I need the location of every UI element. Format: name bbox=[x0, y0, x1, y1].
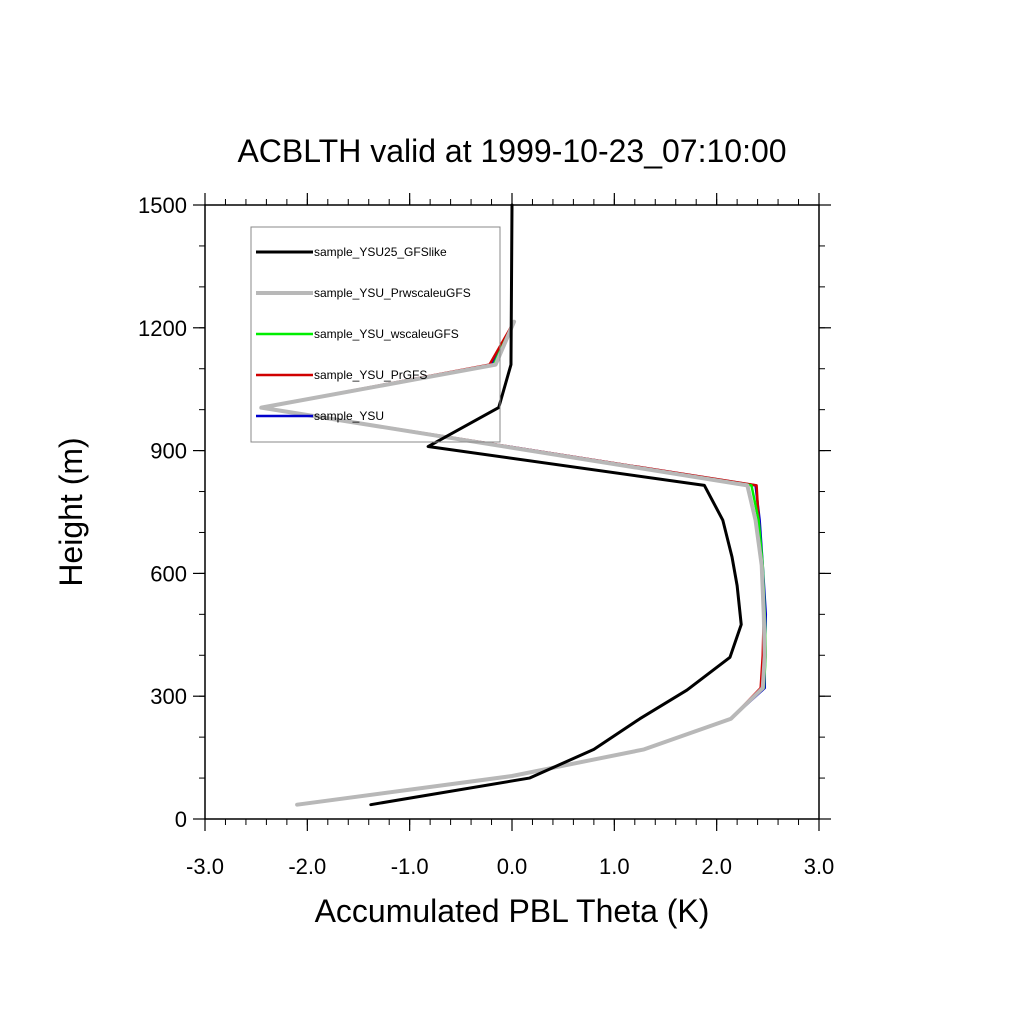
tick-layer: -3.0 -2.0 -1.0 0.0 1.0 2.0 3.0 0 300 600 900 1200 15… bbox=[138, 193, 834, 879]
x-axis-label: Accumulated PBL Theta (K) bbox=[315, 893, 710, 929]
series-line-sample-ysu25-gfslike bbox=[369, 203, 743, 807]
y-axis-label: Height (m) bbox=[53, 437, 89, 586]
x-tick-label: 1.0 bbox=[599, 854, 630, 879]
legend-label: sample_YSU bbox=[314, 409, 384, 423]
x-tick-label: 3.0 bbox=[804, 854, 835, 879]
legend-label: sample_YSU25_GFSlike bbox=[314, 245, 447, 259]
x-tick-label: -1.0 bbox=[391, 854, 429, 879]
legend-label: sample_YSU_wscaleuGFS bbox=[314, 327, 459, 341]
y-tick-label: 300 bbox=[150, 684, 187, 709]
y-tick-label: 600 bbox=[150, 561, 187, 586]
x-tick-label: -3.0 bbox=[186, 854, 224, 879]
series-line-sample-ysu-prwscaleugfs bbox=[259, 319, 767, 807]
series-layer bbox=[259, 203, 768, 807]
y-tick-label: 900 bbox=[150, 439, 187, 464]
legend-box bbox=[250, 226, 501, 443]
y-tick-label: 0 bbox=[175, 807, 187, 832]
legend: sample_YSU25_GFSlike sample_YSU_Prwscaleu… bbox=[250, 226, 501, 443]
legend-label: sample_YSU_PrwscaleuGFS bbox=[314, 286, 471, 300]
x-tick-label: -2.0 bbox=[288, 854, 326, 879]
y-tick-label: 1200 bbox=[138, 316, 187, 341]
chart-title: ACBLTH valid at 1999-10-23_07:10:00 bbox=[237, 133, 786, 169]
y-tick-label: 1500 bbox=[138, 193, 187, 218]
legend-label: sample_YSU_PrGFS bbox=[314, 368, 427, 382]
x-tick-label: 0.0 bbox=[497, 854, 528, 879]
x-tick-label: 2.0 bbox=[701, 854, 732, 879]
